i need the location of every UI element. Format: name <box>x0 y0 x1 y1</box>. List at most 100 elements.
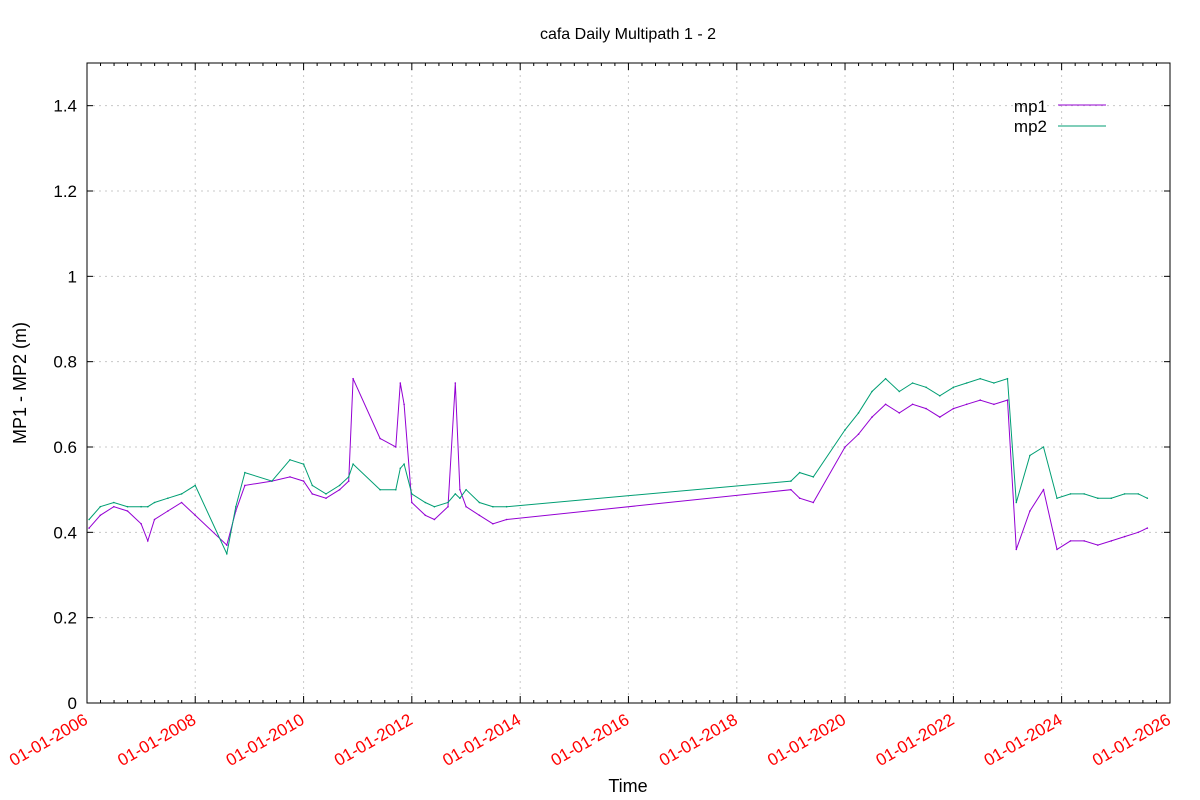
data-point-mp2 <box>147 505 149 508</box>
data-point-mp2 <box>194 484 196 487</box>
data-point-mp2 <box>1042 446 1045 448</box>
series-layer <box>88 377 1149 556</box>
data-point-mp2 <box>289 459 291 461</box>
data-point-mp1 <box>857 433 860 436</box>
data-point-mp2 <box>395 488 397 491</box>
data-point-mp1 <box>311 493 314 495</box>
data-point-mp2 <box>302 463 305 465</box>
data-point-mp2 <box>180 493 183 495</box>
data-point-mp2 <box>1083 493 1085 495</box>
data-point-mp2 <box>798 471 801 474</box>
data-point-mp1 <box>952 407 955 410</box>
data-point-mp2 <box>424 501 427 504</box>
data-point-mp1 <box>1069 540 1072 542</box>
data-point-mp1 <box>395 446 397 448</box>
y-tick-label: 0.4 <box>53 523 77 542</box>
data-point-mp2 <box>271 480 273 482</box>
data-point-mp1 <box>447 505 449 508</box>
data-point-mp1 <box>939 416 941 418</box>
chart-title: cafa Daily Multipath 1 - 2 <box>540 26 716 43</box>
y-tick-label: 0.2 <box>53 609 77 628</box>
data-point-mp2 <box>244 471 246 474</box>
y-tick-label: 0.8 <box>53 353 77 372</box>
data-point-mp2 <box>1146 497 1149 500</box>
data-point-mp1 <box>465 505 467 508</box>
data-point-mp2 <box>399 467 402 470</box>
data-point-mp2 <box>226 552 228 555</box>
data-point-mp2 <box>492 505 494 508</box>
data-point-mp2 <box>979 377 981 380</box>
data-point-mp1 <box>492 523 494 525</box>
data-point-mp1 <box>790 488 792 491</box>
data-point-mp2 <box>325 493 327 495</box>
legend-label-mp2: mp2 <box>1014 117 1047 136</box>
data-point-mp2 <box>1006 377 1009 380</box>
data-point-mp2 <box>459 497 461 500</box>
data-point-mp1 <box>1029 510 1031 512</box>
data-point-mp1 <box>113 505 115 508</box>
data-point-mp1 <box>1042 488 1045 491</box>
data-point-mp2 <box>1097 497 1099 500</box>
data-point-mp2 <box>338 484 341 487</box>
data-point-mp1 <box>454 382 457 384</box>
data-point-mp1 <box>812 501 815 504</box>
data-point-mp2 <box>965 382 968 384</box>
data-point-mp1 <box>1083 540 1085 542</box>
data-point-mp2 <box>153 501 156 504</box>
data-point-mp1 <box>325 497 327 500</box>
data-point-mp1 <box>140 523 142 525</box>
data-point-mp1 <box>1015 548 1018 551</box>
data-point-mp2 <box>1069 493 1072 495</box>
data-point-mp2 <box>844 429 846 431</box>
data-point-mp2 <box>952 386 955 389</box>
data-point-mp2 <box>790 480 792 482</box>
data-point-mp2 <box>347 476 350 478</box>
data-point-mp2 <box>433 505 436 508</box>
data-point-mp1 <box>965 403 968 406</box>
data-point-mp1 <box>167 510 169 512</box>
grid <box>87 63 1170 703</box>
data-point-mp1 <box>411 501 413 504</box>
data-point-mp1 <box>505 518 508 521</box>
data-point-mp2 <box>140 505 142 508</box>
x-axis-label: Time <box>608 776 647 796</box>
data-point-mp2 <box>235 505 237 508</box>
data-point-mp2 <box>857 412 860 414</box>
y-tick-label: 0 <box>68 694 77 713</box>
data-point-mp2 <box>898 390 901 393</box>
data-point-mp2 <box>939 395 941 397</box>
data-point-mp1 <box>1097 544 1099 546</box>
data-point-mp1 <box>798 497 801 500</box>
y-tick-label: 0.6 <box>53 438 77 457</box>
data-point-mp1 <box>180 501 183 504</box>
data-point-mp2 <box>1137 493 1140 495</box>
data-point-mp2 <box>925 386 927 389</box>
data-point-mp2 <box>447 501 449 504</box>
data-point-mp2 <box>993 382 995 384</box>
data-point-mp1 <box>871 416 873 418</box>
data-point-mp1 <box>1137 531 1140 534</box>
data-point-mp1 <box>1006 399 1009 401</box>
y-axis-label: MP1 - MP2 (m) <box>10 322 30 444</box>
series-line-mp1 <box>88 378 1148 551</box>
data-point-mp2 <box>505 505 508 508</box>
y-tick-label: 1.4 <box>53 97 77 116</box>
data-point-mp2 <box>884 377 887 380</box>
data-point-mp2 <box>113 501 115 504</box>
data-point-mp2 <box>911 382 914 384</box>
data-point-mp1 <box>403 403 405 406</box>
data-point-mp1 <box>1123 535 1126 538</box>
data-point-mp1 <box>478 514 481 517</box>
data-point-mp2 <box>126 505 129 508</box>
data-point-mp1 <box>289 476 291 478</box>
data-point-mp1 <box>338 488 341 491</box>
data-point-mp2 <box>379 488 381 491</box>
data-point-mp2 <box>1123 493 1126 495</box>
data-point-mp2 <box>167 497 169 500</box>
data-point-mp1 <box>194 514 196 517</box>
data-point-mp2 <box>411 493 413 495</box>
data-point-mp1 <box>399 382 402 384</box>
data-point-mp1 <box>347 480 350 482</box>
